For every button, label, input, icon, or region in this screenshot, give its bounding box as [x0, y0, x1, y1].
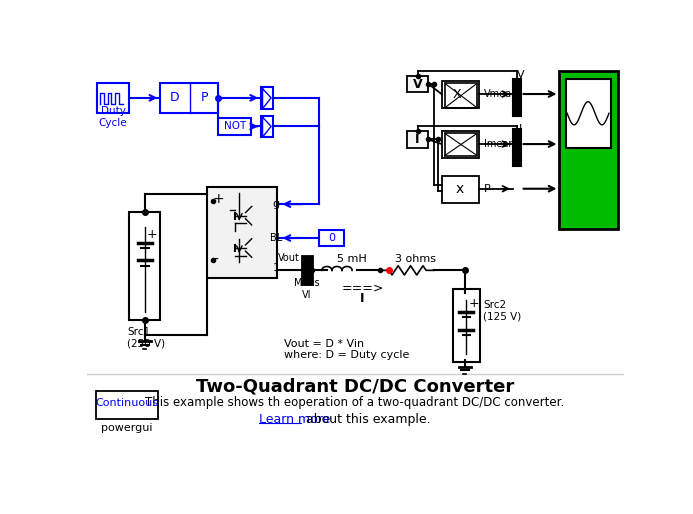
Text: I: I — [360, 292, 365, 305]
Bar — [407, 76, 428, 93]
Text: about this example.: about this example. — [302, 413, 431, 426]
Text: 1: 1 — [272, 263, 279, 273]
Bar — [559, 71, 617, 229]
Text: Imean: Imean — [484, 139, 515, 149]
Bar — [445, 133, 477, 156]
Bar — [441, 176, 479, 203]
Text: -: - — [213, 253, 218, 267]
Text: Vout: Vout — [278, 253, 300, 263]
Bar — [261, 116, 272, 137]
Text: BL: BL — [270, 233, 283, 243]
Bar — [513, 79, 520, 116]
Bar — [160, 83, 218, 113]
Text: P: P — [201, 91, 208, 104]
Text: Vout = D * Vin
where: D = Duty cycle: Vout = D * Vin where: D = Duty cycle — [284, 339, 410, 360]
Text: D: D — [169, 91, 179, 104]
Text: Src1
(250 V): Src1 (250 V) — [127, 327, 165, 349]
Bar — [445, 83, 477, 108]
Text: 3 ohms: 3 ohms — [395, 254, 436, 264]
Text: This example shows th eoperation of a two-quadrant DC/DC converter.: This example shows th eoperation of a tw… — [145, 395, 564, 409]
Text: +: + — [147, 228, 158, 241]
Bar — [96, 391, 158, 419]
Text: I: I — [415, 133, 420, 146]
Text: Meas
VI: Meas VI — [294, 278, 319, 300]
Text: V: V — [517, 70, 525, 80]
Bar — [97, 83, 130, 113]
Bar — [407, 131, 428, 148]
Text: Vmean: Vmean — [484, 89, 518, 99]
Text: Duty
Cycle: Duty Cycle — [98, 106, 128, 128]
Text: Learn more: Learn more — [258, 413, 330, 426]
Bar — [130, 212, 160, 320]
Bar — [565, 79, 611, 148]
Bar — [453, 289, 480, 362]
Text: g: g — [272, 199, 280, 209]
Bar — [441, 131, 479, 158]
Bar — [302, 256, 312, 284]
Bar — [207, 187, 277, 278]
Bar — [218, 118, 251, 135]
Text: x: x — [456, 182, 464, 196]
Bar — [441, 81, 479, 108]
Text: I: I — [519, 124, 523, 135]
Text: powergui: powergui — [101, 423, 152, 433]
Text: P: P — [484, 183, 491, 194]
Text: Src2
(125 V): Src2 (125 V) — [484, 300, 522, 322]
Text: +: + — [468, 297, 480, 310]
Text: NOT: NOT — [224, 121, 246, 132]
Text: ===>: ===> — [342, 282, 384, 295]
Text: X: X — [453, 87, 462, 101]
Text: V: V — [413, 78, 422, 90]
Text: Continuous: Continuous — [96, 398, 159, 408]
Bar — [319, 230, 344, 247]
Text: 0: 0 — [328, 233, 335, 243]
Text: +: + — [213, 192, 225, 206]
Bar — [261, 87, 272, 108]
Bar — [513, 130, 520, 167]
Text: Two-Quadrant DC/DC Converter: Two-Quadrant DC/DC Converter — [195, 378, 514, 396]
Text: 5 mH: 5 mH — [337, 254, 367, 264]
